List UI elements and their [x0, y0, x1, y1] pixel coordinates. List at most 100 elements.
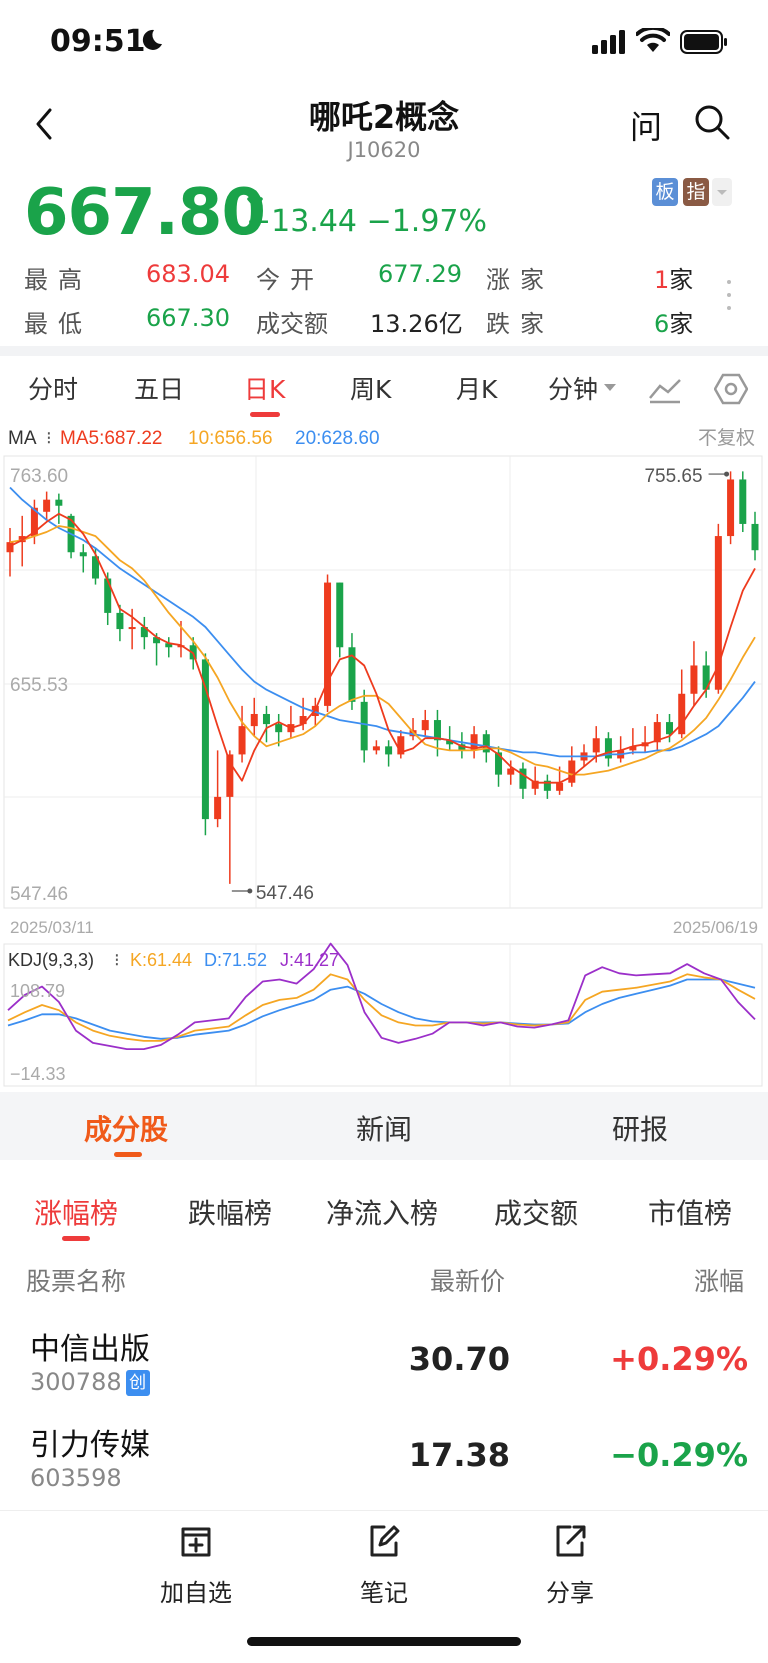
amount-value: 13.26亿: [370, 310, 463, 338]
candle-body: [666, 722, 674, 735]
x-start-label: 2025/03/11: [10, 918, 94, 937]
table-row[interactable]: 中信出版 300788 创 30.70 +0.29%: [0, 1310, 768, 1406]
candle-body: [470, 734, 478, 751]
candle-body: [262, 713, 270, 725]
amount-label: 成交额: [256, 310, 328, 338]
stock-code: 603598: [30, 1464, 122, 1492]
candle-body: [299, 716, 307, 725]
candle-body: [6, 542, 14, 553]
candle-body: [91, 556, 99, 579]
candle-body: [397, 736, 405, 755]
adjust-mode[interactable]: 不复权: [698, 427, 755, 449]
add-watchlist-button[interactable]: 加自选: [136, 1521, 256, 1608]
high-marker-label: 755.65: [644, 466, 702, 487]
cellular-signal-icon: [592, 30, 625, 54]
kline-chart[interactable]: MA ⁝ MA5:687.22 10:656.56 20:628.60 不复权 …: [0, 420, 768, 1092]
down-count-unit: 家: [669, 310, 694, 338]
col-header-change[interactable]: 涨幅: [693, 1267, 744, 1296]
candle-body: [482, 734, 490, 753]
candle-body: [604, 738, 612, 759]
tab-intraday[interactable]: 分时: [28, 375, 79, 404]
more-dots-icon[interactable]: [726, 278, 732, 312]
candle-body: [543, 780, 551, 791]
candle-body: [678, 693, 686, 735]
index-badge[interactable]: 指: [683, 178, 709, 206]
candle-body: [30, 507, 38, 537]
candle-body: [751, 523, 759, 551]
tab-gainers[interactable]: 涨幅榜: [34, 1197, 119, 1230]
battery-icon: [680, 30, 727, 54]
table-row[interactable]: 引力传媒 603598 17.38 −0.29%: [0, 1406, 768, 1502]
candle-body: [250, 713, 258, 727]
search-icon[interactable]: [692, 102, 732, 142]
stock-price: 17.38: [408, 1436, 510, 1474]
tab-weekly-k[interactable]: 周K: [350, 375, 392, 404]
candle-body: [79, 552, 87, 557]
candle-body: [458, 744, 466, 751]
home-indicator: [247, 1637, 521, 1646]
low-value: 667.30: [146, 304, 230, 332]
candle-body: [714, 536, 722, 690]
candle-body: [556, 782, 564, 791]
badge-dropdown[interactable]: [712, 178, 732, 206]
candle-body: [690, 665, 698, 694]
candle-body: [385, 746, 393, 755]
candle-body: [629, 746, 637, 751]
tab-monthly-k[interactable]: 月K: [456, 375, 498, 404]
share-button[interactable]: 分享: [510, 1521, 630, 1608]
col-header-price[interactable]: 最新价: [430, 1267, 506, 1296]
status-time: 09:51: [50, 24, 146, 59]
back-arrow-icon[interactable]: [30, 104, 60, 144]
candle-body: [201, 659, 209, 820]
page-title: 哪吒2概念: [308, 98, 460, 136]
status-bar: 09:51: [0, 0, 768, 84]
divider: [0, 346, 768, 356]
candle-body: [421, 720, 429, 731]
tab-minute[interactable]: 分钟: [548, 375, 599, 404]
candle-body: [140, 627, 148, 638]
note-label: 笔记: [360, 1579, 408, 1607]
tab-news[interactable]: 新闻: [356, 1113, 413, 1146]
candle-body: [55, 499, 63, 506]
up-count: 1家: [654, 260, 693, 295]
kdj-legend-dots: ⁝: [114, 950, 120, 970]
add-watchlist-label: 加自选: [160, 1579, 232, 1607]
hexagon-settings-icon[interactable]: [714, 372, 748, 406]
candle-body: [214, 796, 222, 820]
section-tab-indicator: [114, 1152, 142, 1157]
low-marker-label: 547.46: [256, 883, 314, 904]
chinext-badge: 创: [125, 1370, 150, 1396]
x-end-label: 2025/06/19: [673, 918, 758, 937]
indicator-settings-icon[interactable]: [648, 374, 682, 404]
candle-body: [739, 479, 747, 524]
tab-net-inflow[interactable]: 净流入榜: [326, 1197, 439, 1230]
ask-button[interactable]: 问: [630, 108, 663, 146]
tab-losers[interactable]: 跌幅榜: [188, 1197, 273, 1230]
y-tick-label: 547.46: [10, 884, 68, 905]
ma-legend-label: MA: [8, 428, 37, 449]
tab-research[interactable]: 研报: [612, 1113, 669, 1146]
tab-five-day[interactable]: 五日: [134, 375, 185, 404]
kdj-y-tick-label: −14.33: [10, 1064, 66, 1084]
tab-daily-k[interactable]: 日K: [244, 375, 286, 404]
candle-body: [519, 768, 527, 789]
tab-constituents[interactable]: 成分股: [84, 1113, 169, 1146]
price-panel-border: [3, 455, 763, 909]
candle-body: [507, 768, 515, 775]
tab-market-cap[interactable]: 市值榜: [648, 1197, 733, 1230]
ma20-line: [9, 486, 756, 758]
note-button[interactable]: 笔记: [324, 1521, 444, 1608]
kdj-k-legend: K:61.44: [130, 950, 192, 970]
kdj-d-legend: D:71.52: [204, 950, 267, 970]
open-value: 677.29: [378, 260, 462, 288]
candle-body: [653, 722, 661, 743]
kdj-legend-label: KDJ(9,3,3): [8, 950, 94, 970]
tab-turnover[interactable]: 成交额: [494, 1197, 579, 1230]
ma-legend-dots: ⁝: [46, 428, 52, 448]
candle-body: [348, 647, 356, 702]
candle-body: [226, 754, 234, 797]
minute-dropdown-icon[interactable]: [604, 384, 616, 391]
share-icon: [556, 1525, 586, 1557]
board-badge[interactable]: 板: [652, 178, 678, 206]
kdj-k-line: [7, 973, 756, 1042]
